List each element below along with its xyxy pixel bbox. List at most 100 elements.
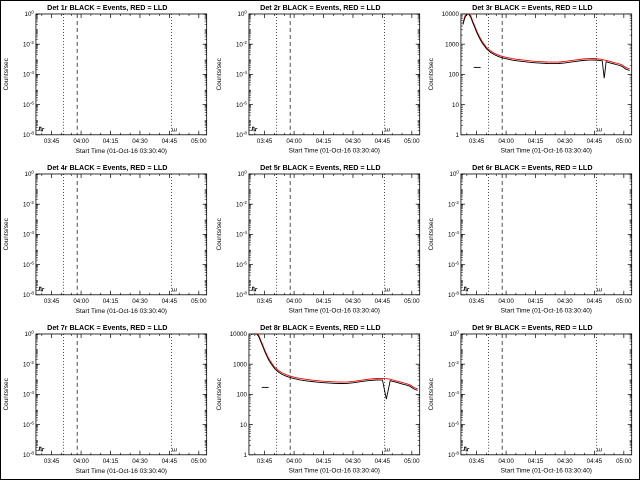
x-tick-label: 04:15 — [103, 138, 119, 145]
x-axis-label: Start Time (01-Oct-16 03:30:40) — [288, 467, 379, 474]
x-axis-label: Start Time (01-Oct-16 03:30:40) — [501, 467, 592, 474]
x-tick-label: 04:45 — [587, 457, 603, 464]
x-tick-label: 05:00 — [404, 457, 420, 464]
det-8-plot: Det 8r BLACK = Events, RED = LLD 03:45 04:… — [216, 323, 420, 474]
y-tick-label: 10-2 — [448, 200, 459, 208]
y-tick-label: 10 — [240, 421, 247, 428]
plot-title: Det 9r BLACK = Events, RED = LLD — [472, 323, 592, 331]
y-tick-label: 10-2 — [23, 200, 34, 208]
x-tick-label: 04:30 — [132, 138, 148, 145]
x-tick-label: 03:45 — [44, 298, 60, 305]
y-tick-label: 10-6 — [23, 100, 34, 108]
plot-title: Det 8r BLACK = Events, RED = LLD — [260, 323, 380, 331]
x-tick-label: 03:45 — [257, 457, 273, 464]
y-tick-label: 10000 — [229, 331, 247, 338]
x-tick-label: 04:15 — [528, 457, 544, 464]
x-tick-label: 03:45 — [257, 298, 273, 305]
plot-title: Det 6r BLACK = Events, RED = LLD — [472, 164, 592, 172]
series-events — [250, 333, 418, 399]
x-axis-label: Start Time (01-Oct-16 03:30:40) — [288, 148, 379, 155]
series-events — [462, 13, 631, 79]
y-tick-label: 10-2 — [23, 40, 34, 48]
y-axis-label: Counts/sec — [3, 57, 10, 90]
y-tick-label: 10 — [452, 102, 459, 109]
x-tick-label: 04:15 — [103, 457, 119, 464]
x-tick-label: 05:00 — [616, 457, 632, 464]
y-tick-label: 100 — [449, 72, 460, 79]
x-tick-label: 04:15 — [315, 138, 331, 145]
y-tick-label: 10-4 — [236, 230, 247, 238]
plot-frame — [248, 173, 420, 295]
x-axis-label: Start Time (01-Oct-16 03:30:40) — [288, 308, 379, 315]
x-tick-label: 04:45 — [162, 298, 178, 305]
panel-det-1: Det 1r BLACK = Events, RED = LLD 03:45 04:… — [1, 1, 214, 161]
x-tick-label: 05:00 — [191, 138, 207, 145]
event-flag-label: E — [172, 128, 178, 132]
plot-title: Det 3r BLACK = Events, RED = LLD — [472, 4, 592, 12]
y-tick-label: 10-6 — [236, 100, 247, 108]
x-axis-label: Start Time (01-Oct-16 03:30:40) — [501, 308, 592, 315]
y-tick-label: 10-8 — [23, 130, 34, 138]
x-tick-label: 04:00 — [286, 138, 302, 145]
det-4-plot: Det 4r BLACK = Events, RED = LLD 03:45 04:… — [3, 164, 208, 315]
y-tick-label: 10-2 — [23, 359, 34, 367]
x-tick-label: 04:00 — [73, 457, 89, 464]
y-tick-label: 100 — [450, 329, 460, 337]
x-tick-label: 04:15 — [103, 298, 119, 305]
det-3-plot: Det 3r BLACK = Events, RED = LLD 03:45 04:… — [428, 4, 632, 155]
plot-frame — [35, 173, 208, 295]
y-tick-label: 1 — [243, 451, 247, 458]
y-tick-label: 100 — [450, 169, 460, 177]
series-lld — [462, 13, 631, 70]
y-tick-label: 100 — [25, 10, 35, 18]
x-tick-label: 04:30 — [132, 298, 148, 305]
x-tick-label: 05:00 — [191, 457, 207, 464]
plot-frame — [248, 13, 420, 136]
y-axis-label: Counts/sec — [216, 377, 223, 410]
y-tick-label: 100 — [236, 391, 247, 398]
x-tick-label: 04:30 — [345, 298, 361, 305]
y-axis-label: Counts/sec — [428, 57, 435, 90]
y-axis-label: Counts/sec — [428, 377, 435, 410]
x-tick-label: 03:45 — [469, 138, 485, 145]
x-tick-label: 05:00 — [404, 298, 420, 305]
x-tick-label: 04:00 — [286, 298, 302, 305]
x-tick-label: 04:00 — [73, 298, 89, 305]
y-tick-label: 10-8 — [448, 290, 459, 298]
det-5-plot: Det 5r BLACK = Events, RED = LLD 03:45 04:… — [216, 164, 420, 315]
x-tick-label: 04:30 — [558, 138, 574, 145]
event-flag-label: E — [385, 128, 391, 132]
y-tick-label: 1000 — [446, 41, 460, 48]
x-tick-label: 04:45 — [374, 457, 390, 464]
y-tick-label: 10-6 — [448, 260, 459, 268]
floor-trace — [37, 446, 45, 451]
x-tick-label: 03:45 — [44, 457, 60, 464]
x-tick-label: 04:30 — [558, 457, 574, 464]
y-axis-label: Counts/sec — [3, 217, 10, 250]
plot-frame — [35, 13, 208, 136]
x-tick-label: 05:00 — [616, 298, 632, 305]
y-tick-label: 10-8 — [236, 130, 247, 138]
plot-frame — [35, 333, 208, 455]
event-flag-label: E — [598, 128, 604, 132]
det-7-plot: Det 7r BLACK = Events, RED = LLD 03:45 04:… — [3, 323, 208, 474]
x-axis-label: Start Time (01-Oct-16 03:30:40) — [501, 148, 592, 155]
y-tick-label: 10-8 — [448, 450, 459, 458]
y-tick-label: 10-4 — [23, 230, 34, 238]
det-6-plot: Det 6r BLACK = Events, RED = LLD 03:45 04:… — [428, 164, 633, 315]
det-9-plot: Det 9r BLACK = Events, RED = LLD 03:45 04:… — [428, 323, 632, 474]
event-flag-label: E — [598, 288, 604, 292]
y-tick-label: 10-8 — [23, 450, 34, 458]
y-tick-label: 10-2 — [236, 200, 247, 208]
x-tick-label: 04:30 — [345, 138, 361, 145]
plot-frame — [460, 173, 633, 295]
series-lld — [250, 333, 418, 389]
x-tick-label: 04:30 — [132, 457, 148, 464]
y-tick-label: 10-4 — [23, 70, 34, 78]
x-tick-label: 04:30 — [345, 457, 361, 464]
floor-trace — [37, 286, 45, 292]
y-tick-label: 10-2 — [236, 40, 247, 48]
plot-title: Det 4r BLACK = Events, RED = LLD — [47, 164, 167, 172]
x-tick-label: 04:15 — [315, 298, 331, 305]
